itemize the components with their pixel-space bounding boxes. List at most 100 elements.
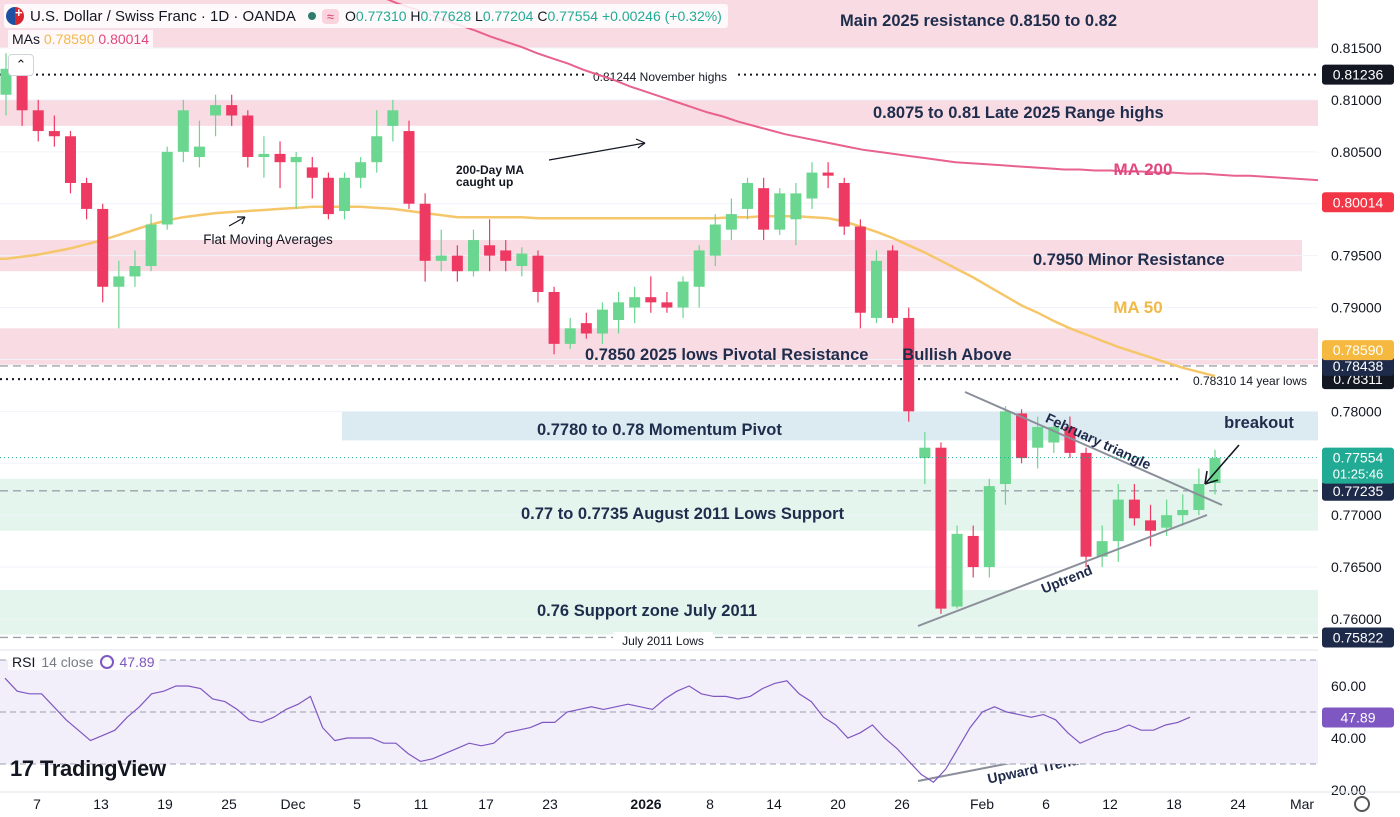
arrow-head-icon (237, 216, 246, 225)
symbol-header[interactable]: U.S. Dollar / Swiss Franc · 1D · OANDA ≈… (4, 4, 728, 28)
compare-badge[interactable]: ≈ (321, 8, 340, 24)
candle-body (193, 146, 205, 158)
ma200-line (386, 0, 1400, 190)
candle-body (355, 162, 367, 178)
candle-body (1193, 484, 1205, 510)
annotation-7: breakout (1224, 414, 1294, 432)
time-tick-label: 2026 (630, 796, 661, 812)
candle-body (742, 182, 754, 209)
ma50-legend-value: 0.78590 (43, 31, 95, 47)
time-tick-label: 7 (33, 796, 41, 812)
ma50-line (5, 205, 1216, 378)
candle-body (774, 193, 786, 230)
last-price-badge: 0.77554 (1333, 450, 1384, 466)
candle-body (210, 105, 222, 116)
candle-body (661, 302, 673, 308)
zone-label-6: 0.76 Support zone July 2011 (537, 602, 757, 620)
zone-4 (342, 411, 1318, 441)
level-badge-0-bg (1322, 64, 1394, 85)
ma200-legend-value: 0.80014 (98, 31, 149, 47)
candle-body (999, 411, 1011, 485)
rsi-tick-label: 20.00 (1331, 782, 1366, 798)
candle-body (870, 260, 882, 318)
annotation-1: 200-Day MA (456, 163, 524, 177)
time-tick-label: 13 (93, 796, 109, 812)
candle-body (693, 250, 705, 287)
time-tick-label: 26 (894, 796, 910, 812)
rsi-legend[interactable]: RSI 14 close 47.89 (8, 654, 159, 670)
zone-5 (0, 478, 1318, 531)
candle-body (903, 317, 915, 412)
ma-caught-up-arrow (548, 142, 646, 161)
symbol-title[interactable]: U.S. Dollar / Swiss Franc · 1D · OANDA (30, 7, 296, 25)
candle-body (1128, 499, 1140, 519)
candle-body (387, 110, 399, 126)
level-label-bg-0 (584, 68, 736, 84)
rsi-band (0, 660, 1318, 764)
candle-body (935, 447, 947, 609)
candle-body (951, 533, 963, 607)
candle-body (919, 447, 931, 459)
candle-body (177, 110, 189, 152)
candle-body (97, 208, 109, 287)
chart-settings-icon[interactable] (1354, 796, 1370, 812)
candle-body (322, 177, 334, 215)
candle-body (854, 226, 866, 313)
price-tick-label: 0.78000 (1331, 403, 1382, 419)
zone-label-1: 0.8075 to 0.81 Late 2025 Range highs (873, 104, 1164, 122)
candle-body (290, 157, 302, 163)
candle-body (1209, 458, 1221, 483)
time-tick-label: Dec (281, 796, 306, 812)
flat-ma-arrow (228, 216, 246, 227)
time-tick-label: 14 (766, 796, 782, 812)
candle-body (564, 328, 576, 344)
candle-body (887, 250, 899, 318)
candle-body (0, 68, 12, 95)
candle-body (516, 253, 528, 267)
candle-body (48, 131, 60, 137)
candle-body (113, 276, 125, 287)
ma200-badge: 0.80014 (1333, 194, 1384, 210)
market-status-icon (307, 12, 316, 20)
zone-3 (0, 328, 1318, 365)
candle-body (838, 182, 850, 227)
moving-averages-legend[interactable]: MAs 0.78590 0.80014 (8, 30, 153, 48)
rsi-settings-icon[interactable] (99, 655, 114, 669)
candle-body (613, 302, 625, 321)
candle-body (1032, 426, 1044, 448)
candle-body (1080, 452, 1092, 557)
price-tick-label: 0.79000 (1331, 300, 1382, 316)
triangle-lower-line (917, 514, 1208, 627)
rsi-badge: 47.89 (1340, 709, 1375, 725)
candle-body (339, 177, 351, 211)
annotation-5: Bullish Above (902, 346, 1011, 364)
triangle-upper-line (964, 391, 1223, 506)
candle-body (16, 68, 28, 111)
tradingview-logo[interactable]: 17 TradingView (10, 756, 166, 781)
candle-body (274, 153, 286, 163)
candle-body (1096, 541, 1108, 557)
time-tick-label: 17 (478, 796, 494, 812)
currency-flag-icon (6, 5, 24, 25)
candle-body (32, 110, 44, 132)
time-tick-label: 12 (1102, 796, 1118, 812)
ohlc-values: O0.77310 H0.77628 L0.77204 C0.77554 +0.0… (345, 8, 722, 24)
candle-body (1048, 426, 1060, 443)
price-tick-label: 0.77000 (1331, 507, 1382, 523)
rsi-legend-value: 47.89 (119, 654, 155, 670)
candle-body (596, 309, 608, 334)
level-label-1: 0.78310 14 year lows (1193, 374, 1307, 388)
collapse-legend-button[interactable]: ⌃ (8, 54, 34, 76)
candle-body (403, 131, 415, 204)
candle-body (629, 297, 641, 308)
candle-body (500, 250, 512, 261)
time-tick-label: 24 (1230, 796, 1246, 812)
candle-body (725, 214, 737, 230)
candle-body (129, 266, 141, 277)
arrow-head-icon (635, 138, 646, 149)
tradingview-logo-icon: 17 (10, 756, 34, 781)
candle-body (226, 105, 238, 116)
candle-body (467, 240, 479, 272)
candle-body (983, 486, 995, 568)
